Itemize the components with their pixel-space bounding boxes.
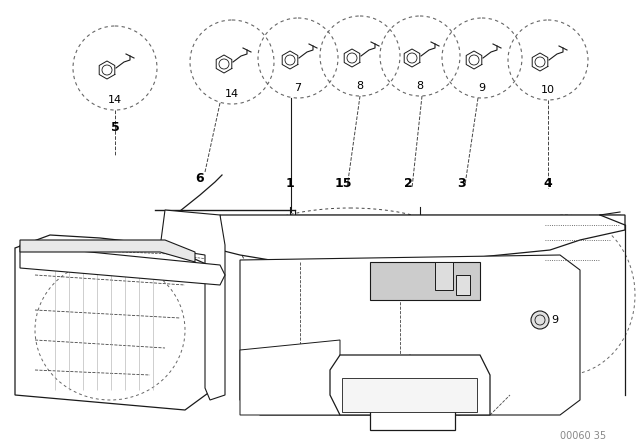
Text: 11: 11	[435, 290, 447, 300]
Text: 9: 9	[552, 315, 559, 325]
Text: 7: 7	[294, 83, 301, 93]
Polygon shape	[240, 255, 580, 415]
Polygon shape	[160, 210, 225, 400]
Text: 3: 3	[458, 177, 467, 190]
Polygon shape	[20, 240, 195, 262]
Text: 5: 5	[111, 121, 120, 134]
Bar	[435, 262, 453, 290]
Text: 1: 1	[285, 177, 294, 190]
Bar	[456, 275, 470, 295]
Text: 4: 4	[543, 177, 552, 190]
Circle shape	[531, 311, 549, 329]
Polygon shape	[240, 340, 340, 415]
Text: 00060 35: 00060 35	[560, 431, 606, 441]
Bar	[370, 262, 480, 300]
Text: 9: 9	[479, 83, 486, 93]
Text: 10: 10	[541, 85, 555, 95]
Polygon shape	[330, 355, 490, 415]
Text: 14: 14	[108, 95, 122, 105]
Polygon shape	[220, 215, 625, 262]
Polygon shape	[370, 408, 455, 430]
Text: 6: 6	[196, 172, 204, 185]
Bar	[342, 378, 477, 412]
Text: 14: 14	[225, 89, 239, 99]
Text: 8: 8	[417, 81, 424, 91]
Text: 2: 2	[404, 177, 412, 190]
Text: 15: 15	[334, 177, 352, 190]
Text: 13: 13	[401, 415, 419, 428]
Text: 12: 12	[456, 290, 468, 300]
Text: 8: 8	[356, 81, 364, 91]
Polygon shape	[20, 245, 225, 285]
